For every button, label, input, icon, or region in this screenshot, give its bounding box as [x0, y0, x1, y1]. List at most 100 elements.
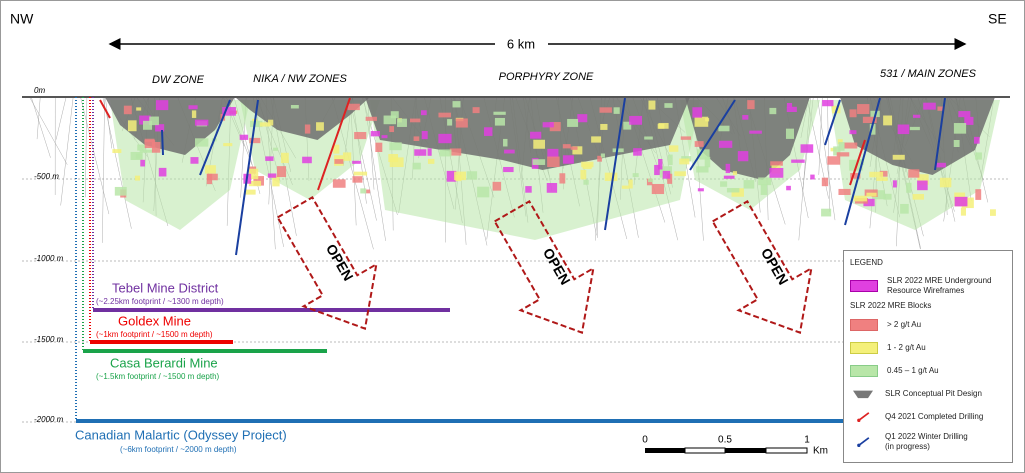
resource-block [250, 120, 263, 128]
resource-block [897, 124, 910, 135]
drill-trace [102, 97, 105, 243]
resource-block [332, 179, 346, 188]
resource-block [648, 100, 656, 110]
legend-item: SLR 2022 MRE Underground Resource Wirefr… [887, 276, 992, 295]
drill-hole [199, 99, 231, 176]
resource-block [883, 115, 893, 126]
width-label: 6 km [507, 36, 535, 51]
resource-block [582, 163, 592, 170]
resource-block [697, 188, 704, 192]
background-layer [22, 96, 1010, 423]
legend-item: SLR Conceptual Pit Design [885, 389, 982, 398]
resource-block [935, 162, 946, 168]
resource-block [692, 107, 703, 118]
mine-name: Goldex Mine [118, 313, 191, 328]
resource-block [600, 123, 608, 130]
drill-trace [36, 97, 41, 140]
resource-block [838, 188, 851, 195]
resource-block [190, 157, 199, 164]
mine-name: Canadian Malartic (Odyssey Project) [75, 427, 287, 442]
drill-hole [824, 99, 841, 146]
resource-block [869, 171, 884, 178]
resource-block [503, 138, 508, 147]
resource-block [389, 142, 402, 151]
resource-block [559, 173, 566, 184]
resource-block [696, 166, 709, 173]
resource-block [383, 115, 397, 125]
resource-block [140, 159, 145, 167]
open-arrow-outline [493, 200, 595, 334]
mine-footprint: (~2.25km footprint / ~1300 m depth) [96, 297, 224, 306]
resource-block [844, 142, 858, 149]
resource-block [449, 148, 462, 156]
resource-block [723, 175, 735, 179]
resource-block [135, 153, 143, 159]
resource-block [438, 133, 452, 144]
resource-block [334, 159, 344, 164]
legend-item: > 2 g/t Au [887, 320, 922, 329]
legend-item: 1 - 2 g/t Au [887, 343, 926, 352]
resource-block [222, 107, 236, 116]
resource-block [857, 104, 870, 115]
open-arrow: OPEN [711, 200, 813, 334]
resource-block [381, 135, 388, 139]
resource-block [961, 197, 974, 209]
drill-trace [55, 97, 67, 140]
resource-block [694, 116, 709, 127]
resource-block [912, 114, 921, 118]
resource-block [139, 149, 153, 153]
resource-block [273, 147, 279, 151]
resource-block [866, 192, 877, 197]
resource-block [747, 100, 755, 110]
zone-label: 531 / MAIN ZONES [880, 68, 977, 80]
resource-block [621, 185, 629, 189]
resource-block [964, 116, 974, 125]
resource-block [158, 167, 167, 177]
resource-block [239, 134, 249, 140]
resource-block [658, 158, 663, 170]
mine-name: Tebel Mine District [112, 280, 219, 295]
resource-block [477, 186, 490, 198]
resource-block [849, 130, 857, 135]
resource-block [879, 170, 888, 177]
resource-block [705, 118, 710, 122]
resource-block [549, 122, 561, 132]
resource-block [667, 173, 673, 184]
drill-trace [31, 97, 51, 158]
resource-block [960, 207, 967, 216]
resource-block [644, 136, 653, 140]
resource-block [472, 107, 480, 114]
resource-block [612, 148, 624, 153]
zone-label: DW ZONE [152, 74, 205, 86]
drill-hole [317, 97, 351, 191]
resource-block [375, 142, 383, 153]
resource-block [849, 109, 857, 118]
resource-block [354, 131, 367, 140]
resource-block [412, 162, 421, 170]
legend-item: Q1 2022 Winter Drilling (in progress) [885, 432, 968, 451]
resource-block [892, 154, 905, 160]
resource-block [466, 171, 478, 180]
resource-block [975, 189, 982, 200]
resource-block [347, 103, 360, 111]
open-label: OPEN [758, 245, 792, 287]
resource-block [342, 152, 352, 161]
resource-block [421, 131, 428, 140]
resource-block [679, 158, 690, 165]
resource-block [853, 195, 867, 202]
resource-block [906, 182, 912, 193]
mine-footprint: (~1km footprint / ~1500 m depth) [96, 330, 213, 339]
resource-block [720, 181, 728, 187]
resource-block [353, 171, 368, 176]
resource-block [253, 176, 264, 186]
pit-design [235, 97, 370, 140]
resource-block [850, 173, 861, 179]
resource-block [191, 110, 197, 118]
drill-hole [161, 129, 164, 156]
resource-block [389, 126, 395, 133]
drill-hole [844, 97, 881, 226]
resource-block [360, 188, 367, 194]
resource-block [533, 139, 545, 149]
resource-block [365, 189, 371, 194]
